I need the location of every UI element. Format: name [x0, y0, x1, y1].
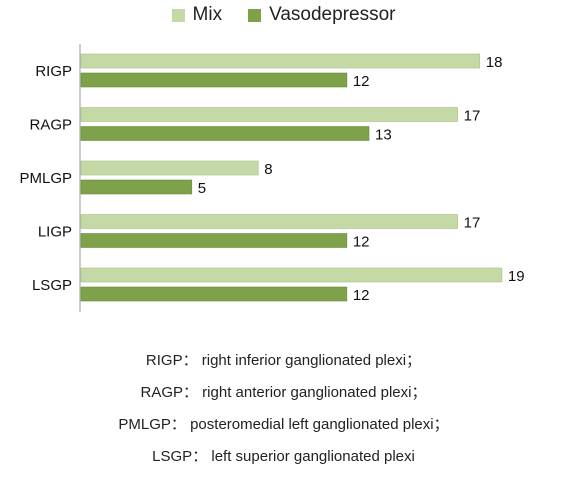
category-label-lsgp: LSGP	[32, 277, 72, 294]
legend-swatch-vasodepressor	[248, 8, 262, 22]
bar-ragp-vasodepressor	[80, 126, 370, 141]
bar-pmlgp-vasodepressor	[80, 179, 193, 195]
bar-pmlgp-mix	[80, 160, 259, 176]
value-label-ragp-mix: 17	[464, 108, 481, 125]
category-label-rigp: RIGP	[35, 63, 72, 80]
value-label-ragp-vasodepressor: 13	[375, 127, 392, 144]
bar-lsgp-mix	[80, 267, 503, 283]
legend-swatch-mix	[171, 8, 185, 22]
category-label-ragp: RAGP	[29, 117, 72, 134]
category-label-pmlgp: PMLGP	[19, 170, 72, 187]
value-label-rigp-mix: 18	[486, 54, 503, 71]
bar-ligp-vasodepressor	[80, 233, 348, 248]
abbreviation-notes: RIGP： right inferior ganglionated plexi；…	[0, 345, 567, 473]
note-pmlgp: PMLGP： posteromedial left ganglionated p…	[118, 416, 449, 433]
note-ragp: RAGP： right anterior ganglionated plexi；	[140, 384, 427, 401]
note-lsgp: LSGP： left superior ganglionated plexi	[152, 448, 415, 465]
bar-chart: RIGP 18 12 RAGP 17 13 PMLGP 8 5 LIGP 17 12 LSGP 19 12	[19, 44, 525, 312]
legend: Mix Vasodepressor	[0, 4, 567, 26]
value-label-pmlgp-vasodepressor: 5	[198, 180, 206, 197]
value-label-lsgp-vasodepressor: 12	[353, 287, 370, 304]
note-rigp: RIGP： right inferior ganglionated plexi；	[145, 352, 422, 369]
legend-item-mix: Mix	[171, 4, 223, 26]
value-label-lsgp-mix: 19	[508, 268, 525, 285]
bar-rigp-mix	[80, 53, 481, 69]
bar-ragp-mix	[80, 107, 458, 122]
bar-lsgp-vasodepressor	[80, 286, 348, 302]
legend-item-vasodepressor: Vasodepressor	[248, 4, 395, 26]
legend-label-mix: Mix	[192, 4, 223, 25]
value-label-rigp-vasodepressor: 12	[353, 73, 370, 90]
bar-rigp-vasodepressor	[80, 72, 348, 88]
value-label-ligp-mix: 17	[464, 215, 481, 232]
value-label-ligp-vasodepressor: 12	[353, 234, 370, 251]
value-label-pmlgp-mix: 8	[264, 161, 272, 178]
category-label-ligp: LIGP	[38, 224, 72, 241]
legend-label-vasodepressor: Vasodepressor	[269, 4, 396, 25]
bar-ligp-mix	[80, 214, 458, 229]
